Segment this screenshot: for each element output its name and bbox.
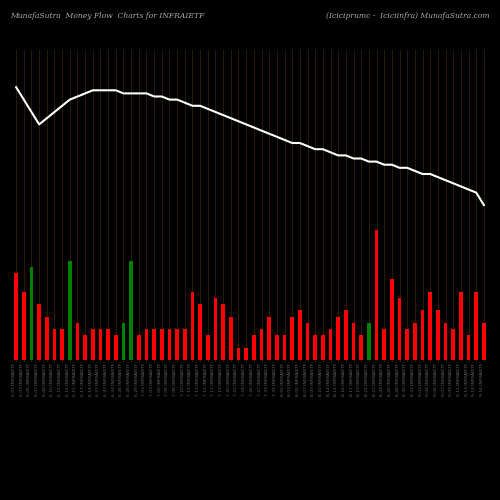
Bar [298,310,302,360]
Bar [244,348,248,360]
Bar [459,292,463,360]
Bar [175,329,179,360]
Bar [452,329,455,360]
Bar [68,261,71,360]
Bar [122,323,126,360]
Bar [198,304,202,360]
Bar [106,329,110,360]
Bar [306,323,310,360]
Bar [260,329,264,360]
Bar [45,316,48,360]
Bar [30,267,34,360]
Bar [144,329,148,360]
Bar [252,335,256,360]
Bar [275,335,279,360]
Bar [436,310,440,360]
Bar [76,323,80,360]
Bar [190,292,194,360]
Bar [428,292,432,360]
Bar [382,329,386,360]
Bar [328,329,332,360]
Bar [229,316,232,360]
Bar [314,335,317,360]
Bar [344,310,348,360]
Bar [60,329,64,360]
Bar [137,335,140,360]
Bar [91,329,94,360]
Bar [352,323,356,360]
Bar [168,329,172,360]
Bar [390,280,394,360]
Bar [129,261,133,360]
Bar [268,316,271,360]
Bar [52,329,56,360]
Text: MunafaSutra  Money Flow  Charts for INFRAIETF: MunafaSutra Money Flow Charts for INFRAI… [10,12,204,20]
Bar [367,323,371,360]
Bar [336,316,340,360]
Bar [214,298,218,360]
Bar [474,292,478,360]
Bar [114,335,117,360]
Bar [360,335,363,360]
Text: (Iciciprumc -  Iciciinfra) MunafaSutra.com: (Iciciprumc - Iciciinfra) MunafaSutra.co… [326,12,490,20]
Bar [83,335,87,360]
Bar [160,329,164,360]
Bar [152,329,156,360]
Bar [37,304,41,360]
Bar [482,323,486,360]
Bar [466,335,470,360]
Bar [221,304,225,360]
Bar [206,335,210,360]
Bar [321,335,325,360]
Bar [413,323,417,360]
Bar [282,335,286,360]
Bar [290,316,294,360]
Bar [374,230,378,360]
Bar [444,323,448,360]
Bar [398,298,402,360]
Bar [22,292,26,360]
Bar [14,273,18,360]
Bar [420,310,424,360]
Bar [183,329,186,360]
Bar [236,348,240,360]
Bar [98,329,102,360]
Bar [406,329,409,360]
